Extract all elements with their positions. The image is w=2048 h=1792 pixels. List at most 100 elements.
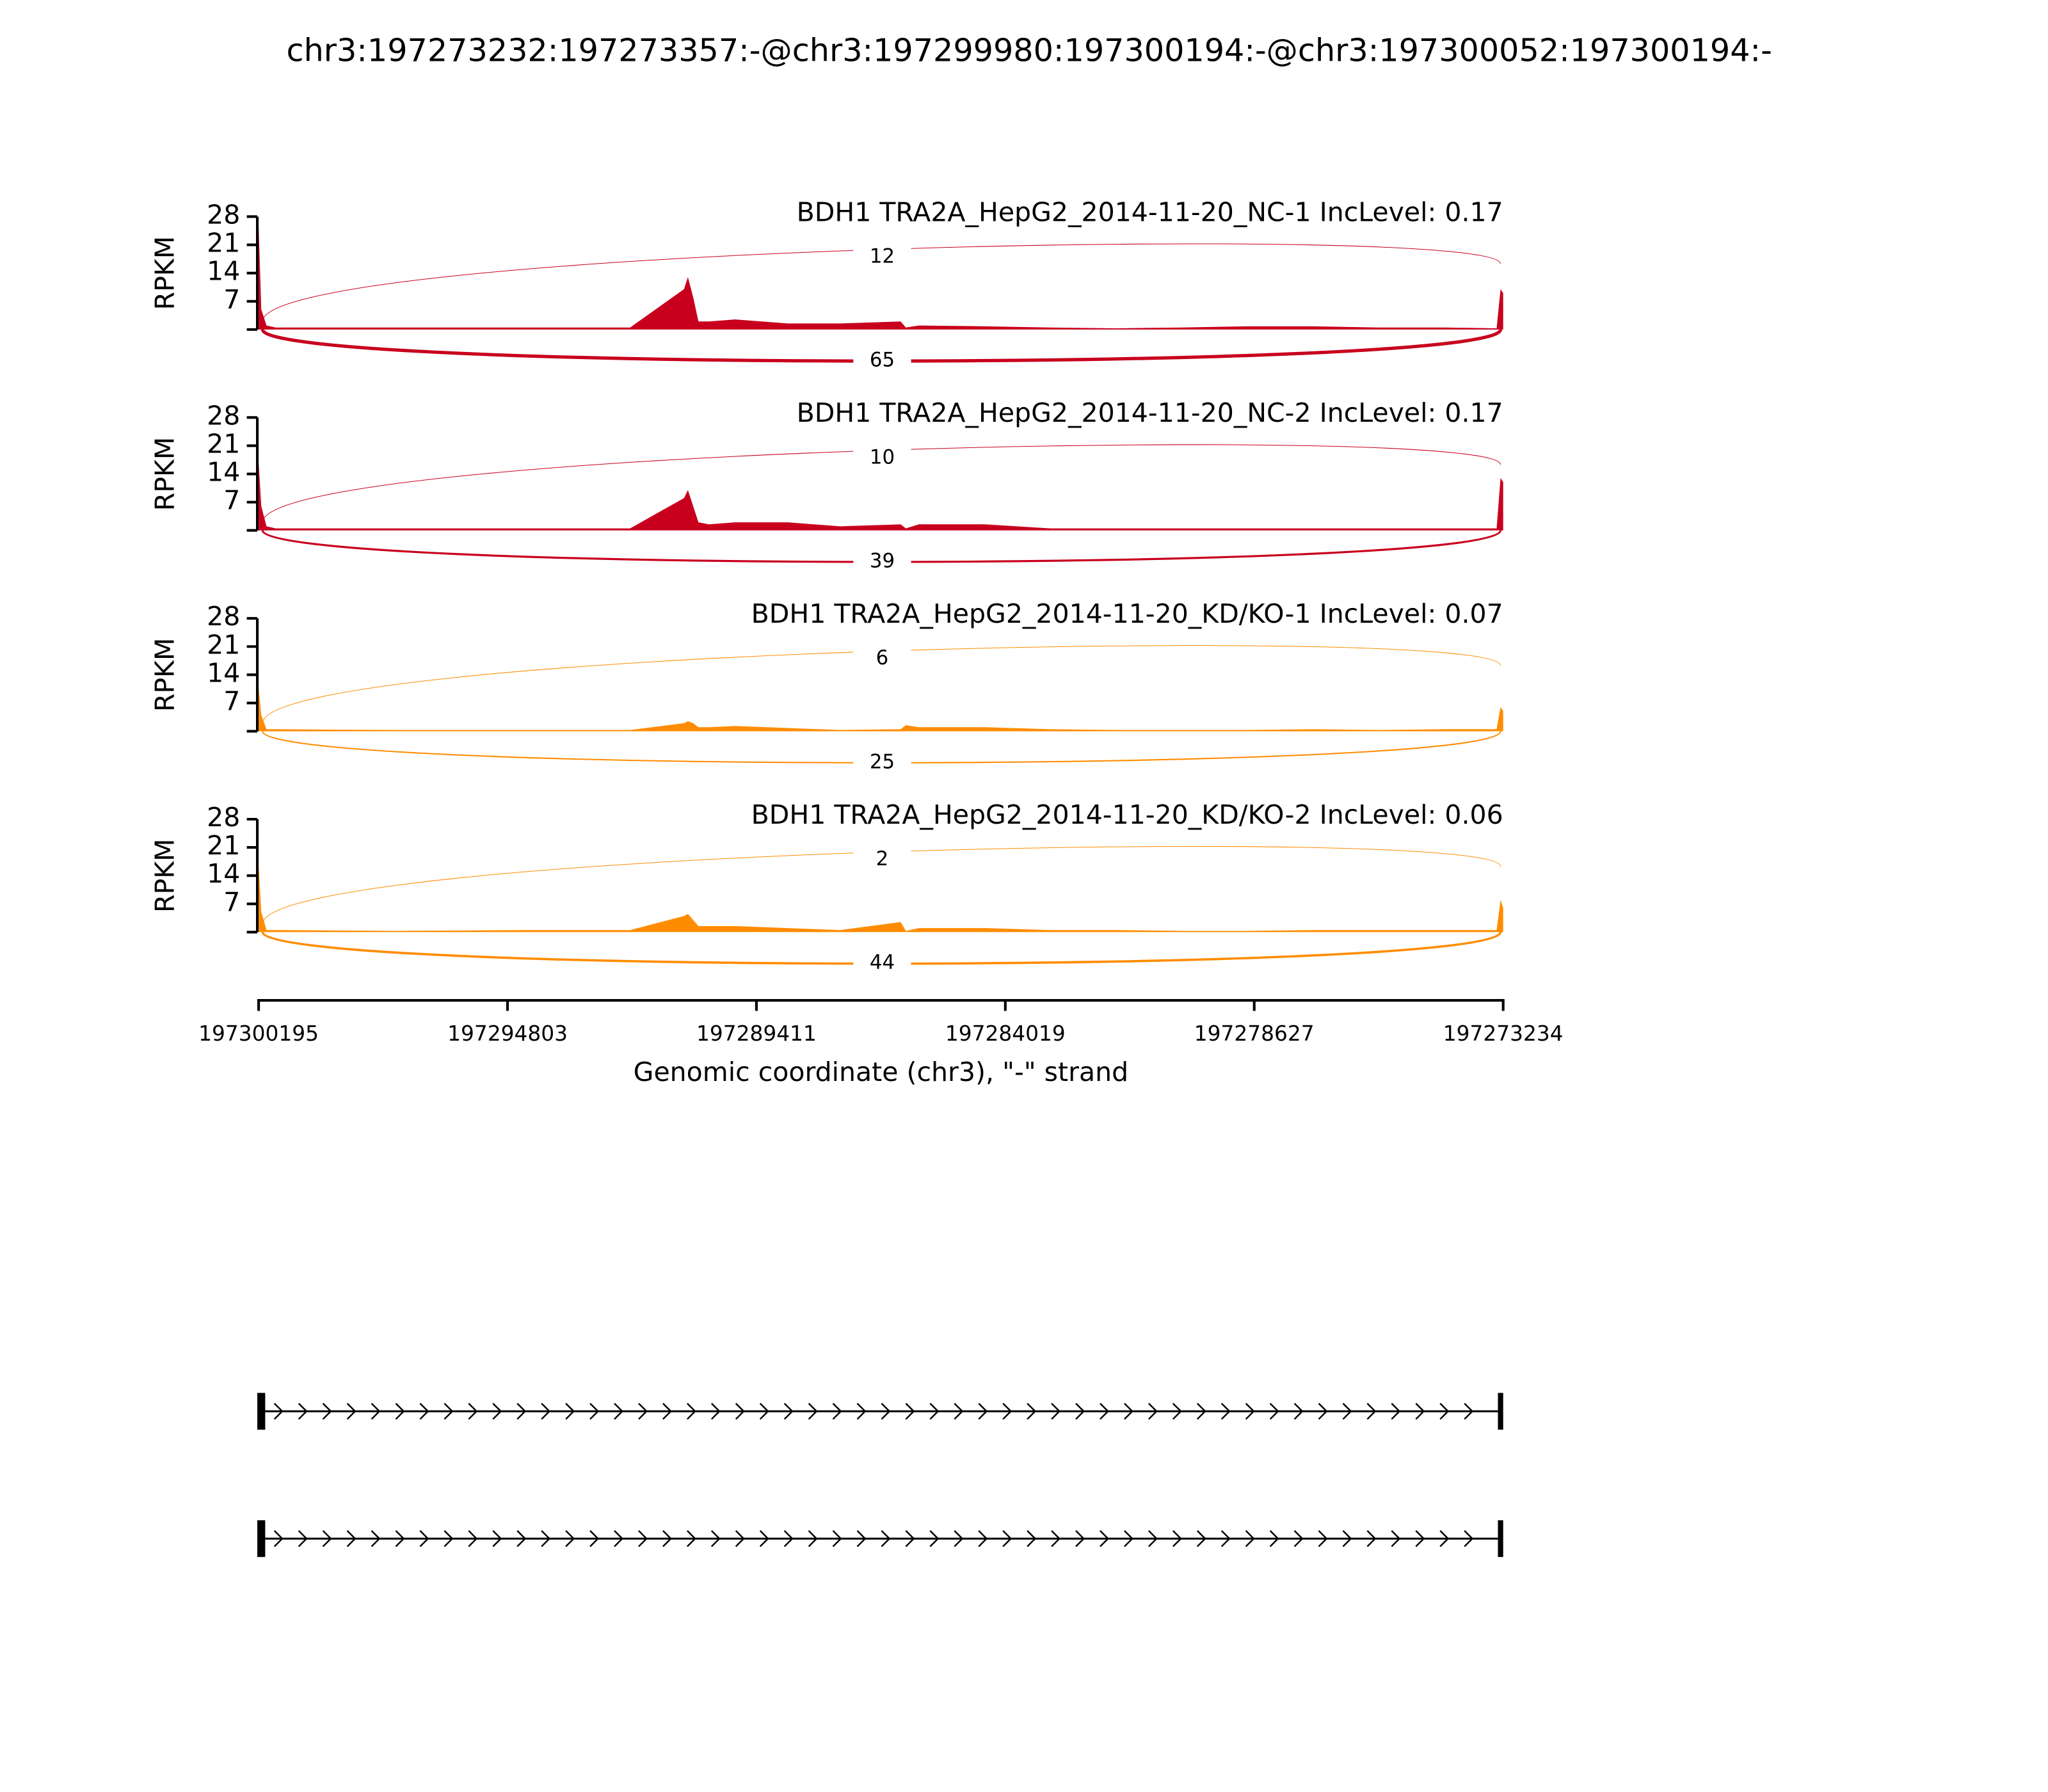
strand-chevron <box>492 1530 502 1548</box>
y-axis-label: RPKM <box>150 437 180 511</box>
strand-chevron <box>954 1530 964 1548</box>
strand-chevron <box>1293 1402 1304 1420</box>
strand-chevron <box>662 1530 672 1548</box>
strand-chevron <box>881 1530 891 1548</box>
strand-chevron <box>978 1530 988 1548</box>
track-title: BDH1 TRA2A_HepG2_2014-11-20_KD/KO-2 IncL… <box>751 799 1503 830</box>
junction-count: 25 <box>870 750 895 773</box>
strand-chevron <box>881 1402 891 1420</box>
strand-chevron <box>1002 1530 1012 1548</box>
strand-chevron <box>832 1402 842 1420</box>
strand-chevron <box>929 1402 940 1420</box>
strand-chevron <box>1124 1402 1133 1420</box>
strand-chevron <box>735 1530 745 1548</box>
strand-chevron <box>298 1530 308 1548</box>
junction-label-bg <box>853 952 911 976</box>
strand-chevron <box>1318 1530 1328 1548</box>
strand-chevron <box>856 1530 867 1548</box>
strand-chevron <box>1269 1530 1279 1548</box>
strand-chevron <box>419 1402 429 1420</box>
strand-chevron <box>419 1530 429 1548</box>
x-tick-label: 197294803 <box>447 1021 568 1046</box>
strand-chevron <box>1172 1530 1182 1548</box>
strand-chevron <box>1391 1530 1401 1548</box>
strand-chevron <box>395 1530 405 1548</box>
strand-chevron <box>565 1402 575 1420</box>
junction-label-bg <box>853 446 911 470</box>
strand-chevron <box>1148 1402 1158 1420</box>
strand-chevron <box>298 1402 308 1420</box>
strand-chevron <box>589 1402 600 1420</box>
strand-chevron <box>929 1530 940 1548</box>
strand-chevron <box>322 1530 332 1548</box>
strand-chevron <box>395 1402 405 1420</box>
junction-count: 12 <box>870 245 895 268</box>
x-tick-label: 197300195 <box>198 1021 319 1046</box>
y-tick-label: 7 <box>223 284 240 315</box>
strand-chevron <box>1100 1530 1110 1548</box>
strand-chevron <box>783 1402 794 1420</box>
strand-chevron <box>371 1402 381 1420</box>
strand-chevron <box>808 1402 818 1420</box>
x-tick-label: 197284019 <box>945 1021 1066 1046</box>
junction-label-bg <box>853 751 911 775</box>
strand-chevron <box>905 1530 915 1548</box>
strand-chevron <box>541 1402 551 1420</box>
strand-chevron <box>1051 1530 1061 1548</box>
strand-chevron <box>589 1530 600 1548</box>
strand-chevron <box>1366 1402 1377 1420</box>
strand-chevron <box>954 1402 964 1420</box>
y-tick-label: 14 <box>207 256 240 287</box>
y-tick-label: 21 <box>207 830 240 861</box>
junction-label-bg <box>853 349 911 373</box>
junction-count: 6 <box>876 646 889 669</box>
y-tick-label: 7 <box>223 485 240 516</box>
y-tick-label: 7 <box>223 886 240 917</box>
strand-chevron <box>1027 1530 1037 1548</box>
y-tick-label: 7 <box>223 685 240 716</box>
strand-chevron <box>1415 1530 1425 1548</box>
strand-chevron <box>1245 1402 1255 1420</box>
strand-chevron <box>1220 1402 1231 1420</box>
exon <box>1498 1520 1503 1557</box>
strand-chevron <box>1027 1402 1037 1420</box>
y-tick-label: 28 <box>207 601 240 632</box>
strand-chevron <box>1342 1530 1352 1548</box>
strand-chevron <box>371 1530 381 1548</box>
strand-chevron <box>638 1530 648 1548</box>
strand-chevron <box>1196 1530 1206 1548</box>
strand-chevron <box>1075 1402 1085 1420</box>
y-axis-label: RPKM <box>150 838 180 913</box>
x-tick-label: 197278627 <box>1194 1021 1315 1046</box>
strand-chevron <box>1439 1530 1450 1548</box>
strand-chevron <box>444 1402 454 1420</box>
strand-chevron <box>1439 1402 1450 1420</box>
y-tick-label: 28 <box>207 400 240 431</box>
strand-chevron <box>1051 1402 1061 1420</box>
strand-chevron <box>1172 1402 1182 1420</box>
strand-chevron <box>468 1530 478 1548</box>
strand-chevron <box>856 1402 867 1420</box>
strand-chevron <box>1464 1402 1474 1420</box>
strand-chevron <box>1196 1402 1206 1420</box>
strand-chevron <box>516 1402 527 1420</box>
y-tick-label: 21 <box>207 629 240 660</box>
strand-chevron <box>1075 1530 1085 1548</box>
strand-chevron <box>322 1402 332 1420</box>
strand-chevron <box>1220 1530 1231 1548</box>
strand-chevron <box>444 1530 454 1548</box>
x-tick-label: 197289411 <box>696 1021 817 1046</box>
strand-chevron <box>1124 1530 1133 1548</box>
strand-chevron <box>565 1530 575 1548</box>
plot-title: chr3:197273232:197273357:-@chr3:19729998… <box>287 32 1772 69</box>
strand-chevron <box>662 1402 672 1420</box>
strand-chevron <box>346 1530 356 1548</box>
strand-chevron <box>1269 1402 1279 1420</box>
strand-chevron <box>1415 1402 1425 1420</box>
strand-chevron <box>1293 1530 1304 1548</box>
strand-chevron <box>346 1402 356 1420</box>
strand-chevron <box>516 1530 527 1548</box>
strand-chevron <box>1100 1402 1110 1420</box>
track-title: BDH1 TRA2A_HepG2_2014-11-20_NC-2 IncLeve… <box>797 397 1503 428</box>
